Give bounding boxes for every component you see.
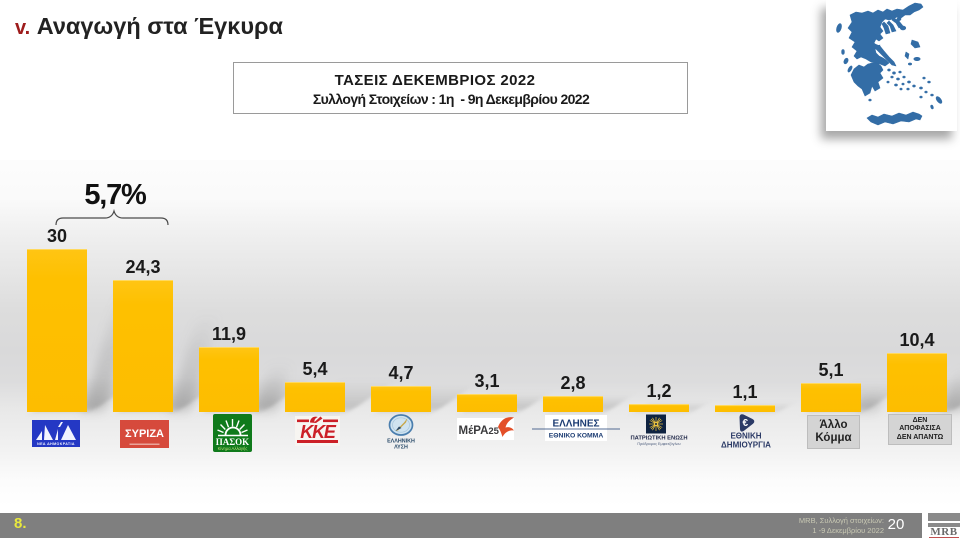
svg-text:ΠΑΤΡΙΩΤΙΚΗ ΕΝΩΣΗ: ΠΑΤΡΙΩΤΙΚΗ ΕΝΩΣΗ [630, 436, 687, 442]
svg-text:ΛΥΣΗ: ΛΥΣΗ [394, 445, 408, 451]
svg-text:ΣΥΡΙΖΑ: ΣΥΡΙΖΑ [125, 428, 164, 440]
svg-text:ΠΑΣΟΚ: ΠΑΣΟΚ [216, 437, 249, 447]
svg-text:ΕΛΛΗΝΙΚΗ: ΕΛΛΗΝΙΚΗ [387, 439, 415, 445]
svg-text:KKE: KKE [300, 422, 337, 442]
svg-text:ΔΗΜΙΟΥΡΓΙΑ: ΔΗΜΙΟΥΡΓΙΑ [721, 441, 771, 450]
svg-text:ΕΛΛΗΝΕΣ: ΕΛΛΗΝΕΣ [552, 419, 599, 430]
svg-text:ΕΘΝΙΚΗ: ΕΘΝΙΚΗ [730, 432, 761, 441]
svg-text:€: € [743, 418, 749, 429]
svg-text:ΝΕΑ ΔΗΜΟΚΡΑΤΙΑ: ΝΕΑ ΔΗΜΟΚΡΑΤΙΑ [37, 442, 75, 446]
svg-text:Κίνημα Αλλαγής: Κίνημα Αλλαγής [218, 446, 248, 451]
svg-text:Πρόδρομος Εμφιετζόγλου: Πρόδρομος Εμφιετζόγλου [637, 442, 680, 446]
svg-text:ΕΘΝΙΚΟ ΚΟΜΜΑ: ΕΘΝΙΚΟ ΚΟΜΜΑ [549, 433, 604, 440]
svg-text:ΜέΡΑ25: ΜέΡΑ25 [459, 425, 500, 437]
